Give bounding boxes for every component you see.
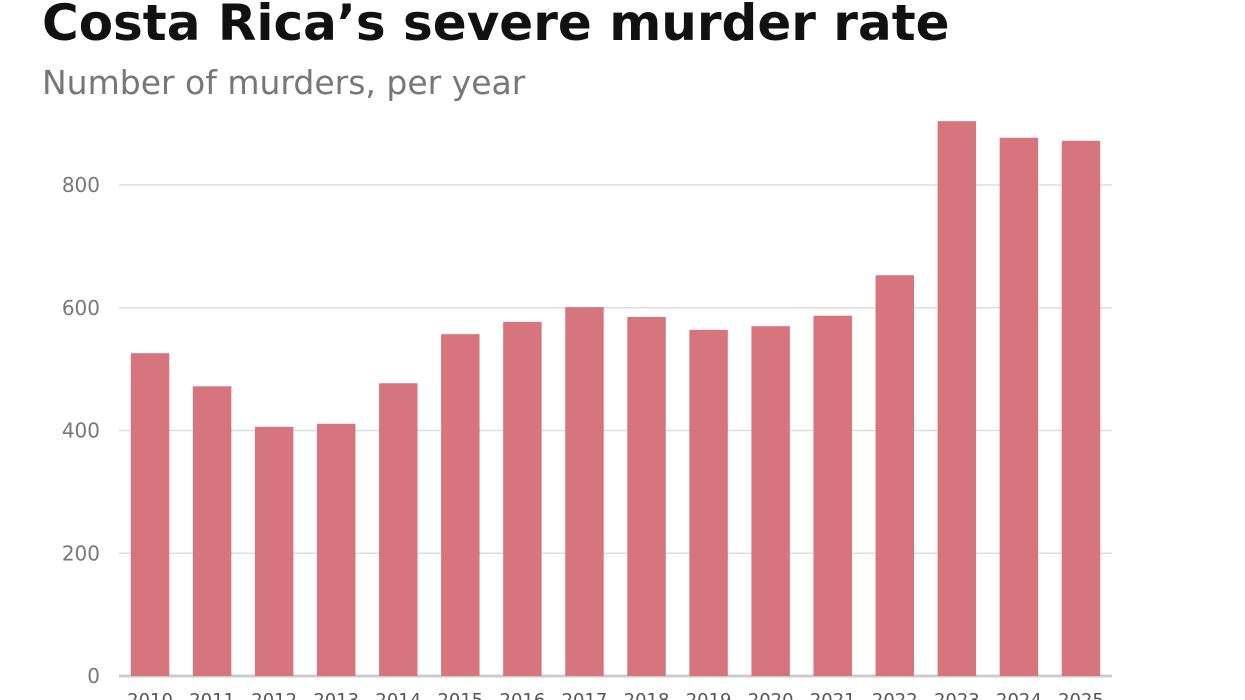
bar	[689, 329, 728, 676]
x-tick-label: 2013	[313, 690, 359, 700]
y-tick-label: 0	[87, 664, 100, 688]
x-tick-label: 2018	[624, 690, 670, 700]
bar	[999, 137, 1039, 676]
x-tick-label: 2010	[127, 690, 173, 700]
bar	[813, 315, 852, 676]
x-tick-label: 2022	[872, 690, 918, 700]
x-tick-label: 2019	[686, 690, 732, 700]
x-tick-label: 2016	[500, 690, 546, 700]
y-tick-label: 600	[62, 296, 100, 320]
bar	[751, 326, 790, 676]
bar	[937, 121, 977, 677]
bar	[1061, 140, 1101, 676]
chart-subtitle: Number of murders, per year	[42, 63, 526, 102]
bar	[875, 275, 915, 676]
y-tick-label: 200	[62, 541, 100, 565]
x-tick-label: 2021	[810, 690, 856, 700]
bar	[192, 386, 232, 676]
bar	[254, 426, 294, 676]
x-tick-label: 2023	[934, 690, 980, 700]
y-tick-label: 400	[62, 419, 100, 443]
bar	[316, 423, 356, 676]
x-tick-label: 2017	[562, 690, 608, 700]
y-tick-label: 800	[62, 173, 100, 197]
x-tick-label: 2024	[996, 690, 1042, 700]
x-tick-label: 2020	[748, 690, 794, 700]
bar	[441, 334, 480, 676]
x-tick-label: 2012	[251, 690, 297, 700]
x-tick-label: 2014	[375, 690, 421, 700]
bar	[379, 383, 418, 676]
chart-title: Costa Rica’s severe murder rate	[42, 0, 950, 52]
x-tick-label: 2025	[1058, 690, 1104, 700]
bar	[130, 353, 170, 676]
x-tick-label: 2015	[437, 690, 483, 700]
bar	[627, 316, 666, 676]
bar	[503, 321, 542, 676]
bar	[565, 307, 604, 676]
x-tick-label: 2011	[189, 690, 235, 700]
